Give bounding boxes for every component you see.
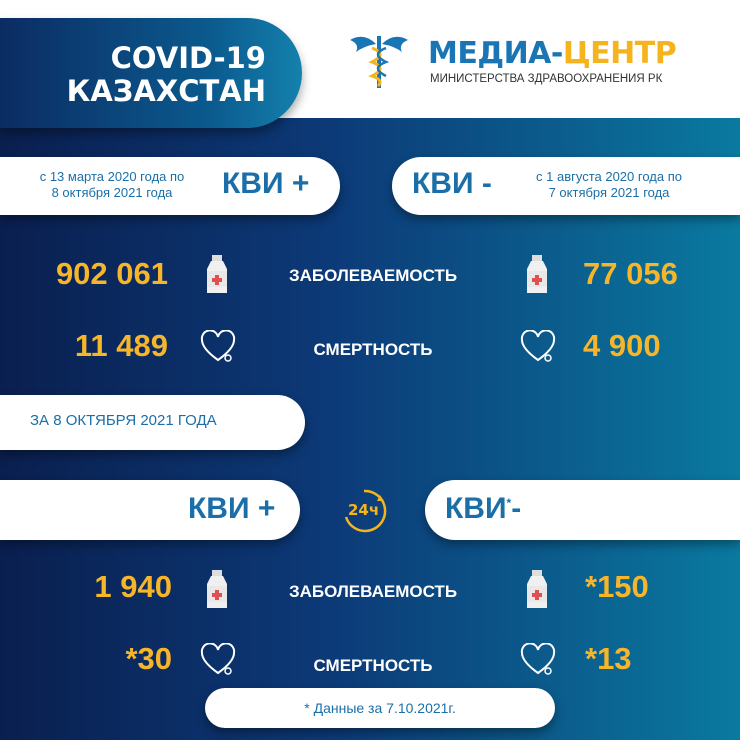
daily-date-pill: ЗА 8 ОКТЯБРЯ 2021 ГОДА (0, 395, 305, 450)
kvi-positive-label: КВИ + (188, 492, 276, 525)
title-line2: КАЗАХСТАН (66, 74, 266, 108)
footnote-pill: * Данные за 7.10.2021г. (205, 688, 555, 728)
total-negative-pill: КВИ - с 1 августа 2020 года по 7 октября… (392, 157, 740, 215)
footnote-text: * Данные за 7.10.2021г. (304, 700, 456, 716)
period-line2: 8 октября 2021 года (51, 185, 173, 200)
period-line1: с 13 марта 2020 года по (39, 169, 185, 184)
heart-stethoscope-icon (520, 329, 556, 368)
brand-logo: МЕДИА-ЦЕНТР (428, 36, 677, 71)
bottle-icon (205, 255, 229, 299)
daily-negative-cases: *150 (585, 569, 649, 604)
heart-stethoscope-icon (200, 642, 236, 681)
caduceus-icon (350, 36, 408, 88)
bottle-icon (525, 570, 549, 614)
deaths-label: СМЕРТНОСТЬ (313, 340, 433, 359)
total-negative-deaths: 4 900 (583, 328, 661, 363)
kvi-negative-label-group: КВИ*- (445, 492, 521, 526)
bottle-icon (205, 570, 229, 614)
brand-subtitle: МИНИСТЕРСТВА ЗДРАВООХРАНЕНИЯ РК (430, 73, 663, 85)
kvi-negative-sign: - (511, 492, 522, 525)
daily-negative-pill: КВИ*- (425, 480, 740, 540)
heart-stethoscope-icon (200, 329, 236, 368)
cases-label: ЗАБОЛЕВАЕМОСТЬ (288, 266, 458, 285)
heart-stethoscope-icon (520, 642, 556, 681)
daily-positive-pill: КВИ + (0, 480, 300, 540)
title-line1: COVID-19 (110, 41, 266, 75)
footnote-star: * (506, 496, 512, 510)
total-positive-deaths: 11 489 (74, 328, 168, 363)
bottle-icon (525, 255, 549, 299)
period-line1: с 1 августа 2020 года по (536, 169, 682, 184)
total-positive-cases: 902 061 (55, 256, 168, 291)
cases-label: ЗАБОЛЕВАЕМОСТЬ (288, 582, 458, 601)
period-line2: 7 октября 2021 года (548, 185, 670, 200)
clock-24h-text: 24ч (348, 501, 380, 519)
daily-date-label: ЗА 8 ОКТЯБРЯ 2021 ГОДА (30, 412, 217, 429)
daily-positive-deaths: *30 (125, 641, 172, 676)
daily-positive-cases: 1 940 (94, 569, 172, 604)
total-negative-cases: 77 056 (583, 256, 678, 291)
kvi-positive-label: КВИ + (222, 167, 310, 200)
kvi-negative-label: КВИ (445, 492, 507, 525)
clock-24h-icon: 24ч (340, 487, 388, 535)
kvi-negative-label: КВИ - (412, 167, 492, 200)
deaths-label: СМЕРТНОСТЬ (313, 656, 433, 675)
total-positive-pill: с 13 марта 2020 года по 8 октября 2021 г… (0, 157, 340, 215)
title-badge: COVID-19 КАЗАХСТАН (0, 18, 302, 128)
daily-negative-deaths: *13 (585, 641, 632, 676)
